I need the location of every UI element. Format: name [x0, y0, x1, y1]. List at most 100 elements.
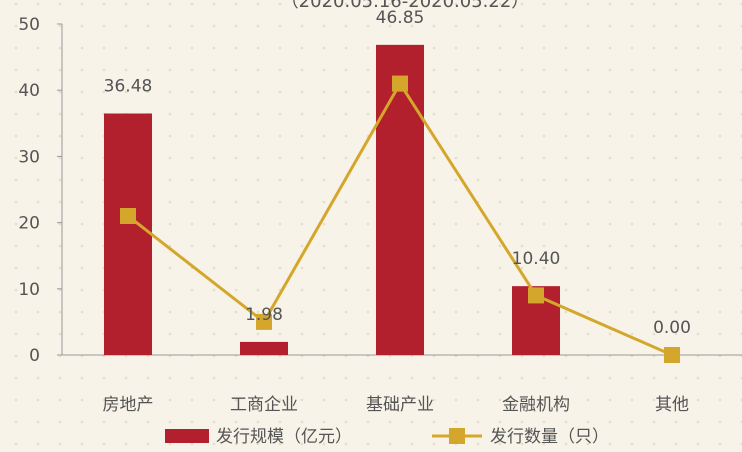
- pattern-dot: [169, 201, 172, 204]
- pattern-dot: [499, 399, 502, 402]
- pattern-dot: [675, 113, 678, 116]
- pattern-dot: [521, 113, 524, 116]
- pattern-dot: [499, 135, 502, 138]
- pattern-dot: [147, 421, 150, 424]
- pattern-dot: [719, 267, 722, 270]
- pattern-dot: [631, 69, 634, 72]
- pattern-dot: [169, 91, 172, 94]
- pattern-dot: [521, 179, 524, 182]
- pattern-dot: [257, 157, 260, 160]
- pattern-dot: [125, 69, 128, 72]
- pattern-dot: [565, 245, 568, 248]
- pattern-dot: [169, 113, 172, 116]
- pattern-dot: [59, 333, 62, 336]
- pattern-dot: [543, 91, 546, 94]
- pattern-dot: [477, 333, 480, 336]
- pattern-dot: [81, 91, 84, 94]
- pattern-dot: [81, 223, 84, 226]
- pattern-dot: [279, 201, 282, 204]
- pattern-dot: [169, 311, 172, 314]
- pattern-dot: [257, 179, 260, 182]
- pattern-dot: [213, 399, 216, 402]
- pattern-dot: [345, 245, 348, 248]
- pattern-dot: [213, 333, 216, 336]
- pattern-dot: [697, 69, 700, 72]
- pattern-dot: [389, 443, 392, 446]
- pattern-dot: [719, 399, 722, 402]
- pattern-dot: [191, 69, 194, 72]
- pattern-dot: [477, 399, 480, 402]
- pattern-dot: [653, 377, 656, 380]
- pattern-dot: [279, 135, 282, 138]
- pattern-dot: [235, 3, 238, 6]
- pattern-dot: [631, 201, 634, 204]
- pattern-dot: [301, 91, 304, 94]
- pattern-dot: [213, 311, 216, 314]
- pattern-dot: [191, 91, 194, 94]
- pattern-dot: [81, 179, 84, 182]
- pattern-dot: [697, 443, 700, 446]
- pattern-dot: [323, 421, 326, 424]
- pattern-dot: [697, 135, 700, 138]
- pattern-dot: [653, 69, 656, 72]
- pattern-dot: [301, 69, 304, 72]
- pattern-dot: [631, 113, 634, 116]
- pattern-dot: [587, 267, 590, 270]
- pattern-dot: [477, 443, 480, 446]
- pattern-dot: [279, 47, 282, 50]
- pattern-dot: [81, 69, 84, 72]
- pattern-dot: [235, 179, 238, 182]
- pattern-dot: [367, 157, 370, 160]
- pattern-dot: [37, 245, 40, 248]
- pattern-dot: [675, 267, 678, 270]
- pattern-dot: [587, 377, 590, 380]
- pattern-dot: [543, 157, 546, 160]
- pattern-dot: [279, 333, 282, 336]
- pattern-dot: [345, 25, 348, 28]
- pattern-dot: [631, 223, 634, 226]
- pattern-dot: [15, 47, 18, 50]
- pattern-dot: [37, 377, 40, 380]
- pattern-dot: [345, 69, 348, 72]
- pattern-dot: [15, 223, 18, 226]
- pattern-dot: [433, 91, 436, 94]
- x-axis: 房地产 工商企业 基础产业 金融机构 其他: [62, 355, 742, 415]
- pattern-dot: [499, 223, 502, 226]
- pattern-dot: [279, 69, 282, 72]
- pattern-dot: [169, 223, 172, 226]
- pattern-dot: [367, 443, 370, 446]
- pattern-dot: [697, 91, 700, 94]
- pattern-dot: [477, 311, 480, 314]
- line-point: [528, 287, 544, 303]
- pattern-dot: [719, 201, 722, 204]
- pattern-dot: [323, 267, 326, 270]
- pattern-dot: [653, 311, 656, 314]
- pattern-dot: [257, 289, 260, 292]
- pattern-dot: [59, 157, 62, 160]
- pattern-dot: [587, 47, 590, 50]
- pattern-dot: [15, 289, 18, 292]
- pattern-dot: [587, 157, 590, 160]
- pattern-dot: [213, 25, 216, 28]
- bar: [240, 342, 288, 355]
- pattern-dot: [37, 179, 40, 182]
- pattern-dot: [697, 333, 700, 336]
- pattern-dot: [367, 289, 370, 292]
- pattern-dot: [59, 113, 62, 116]
- pattern-dot: [15, 267, 18, 270]
- pattern-dot: [235, 157, 238, 160]
- pattern-dot: [235, 91, 238, 94]
- pattern-dot: [279, 91, 282, 94]
- pattern-dot: [235, 311, 238, 314]
- pattern-dot: [631, 135, 634, 138]
- pattern-dot: [81, 289, 84, 292]
- pattern-dot: [147, 25, 150, 28]
- pattern-dot: [653, 289, 656, 292]
- pattern-dot: [367, 47, 370, 50]
- pattern-dot: [15, 113, 18, 116]
- bar: [104, 114, 152, 355]
- pattern-dot: [301, 267, 304, 270]
- pattern-dot: [433, 267, 436, 270]
- pattern-dot: [499, 47, 502, 50]
- pattern-dot: [367, 113, 370, 116]
